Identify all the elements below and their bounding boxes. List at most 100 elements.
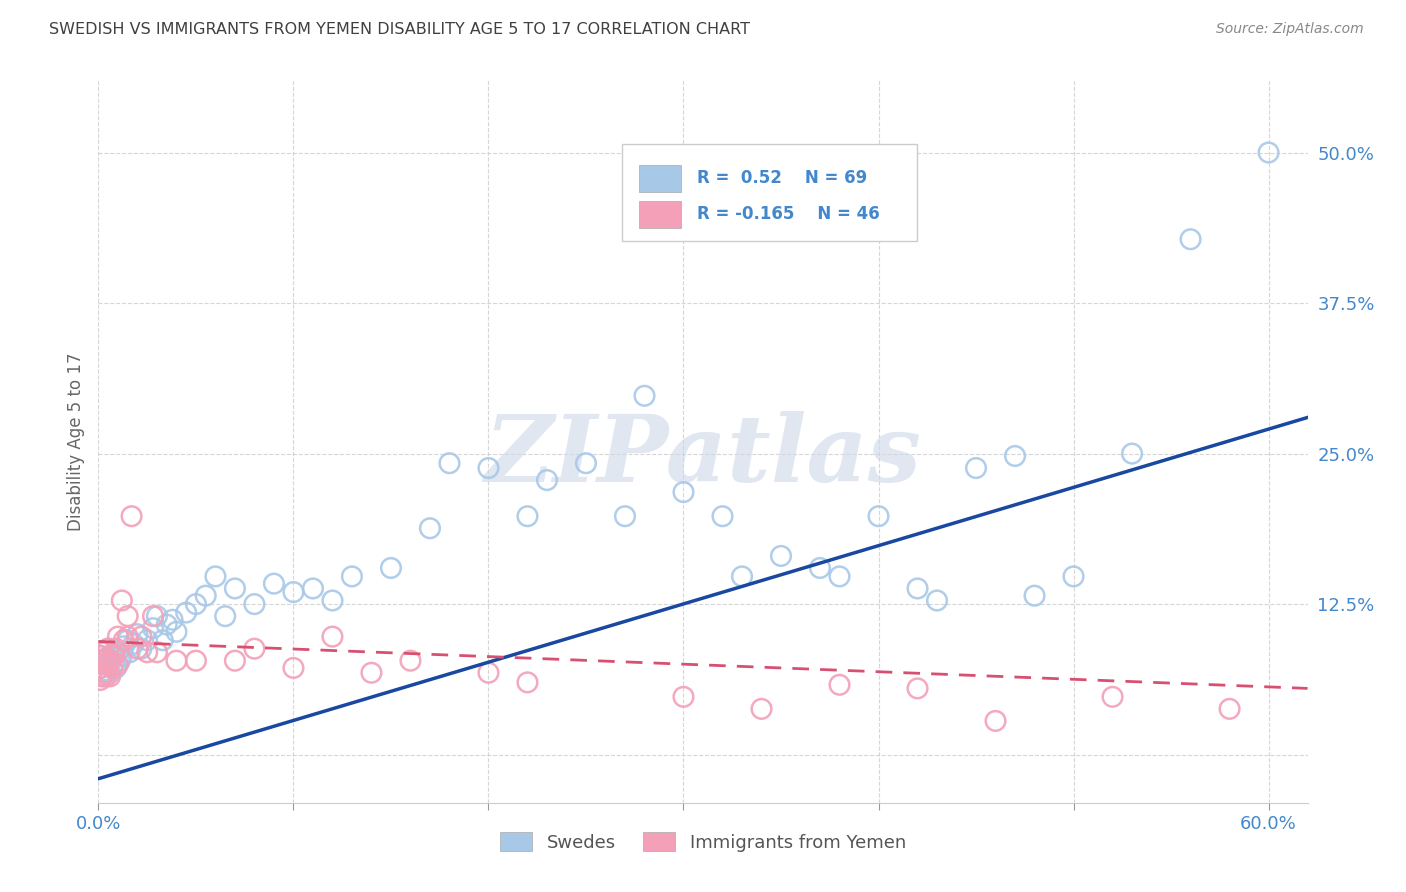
Point <box>96 651 118 665</box>
Point <box>751 702 773 716</box>
Point <box>672 690 695 704</box>
Point <box>399 654 422 668</box>
Point <box>112 639 135 653</box>
Point <box>152 633 174 648</box>
Point <box>243 641 266 656</box>
Point <box>136 645 159 659</box>
Point <box>633 389 655 403</box>
Point <box>984 714 1007 728</box>
Point <box>321 593 343 607</box>
Point <box>131 641 153 656</box>
Point <box>194 589 217 603</box>
Point <box>1257 145 1279 160</box>
Point <box>516 675 538 690</box>
Point <box>91 645 114 659</box>
Point <box>89 661 111 675</box>
Point <box>104 641 127 656</box>
Point <box>111 648 134 663</box>
Point <box>828 569 851 583</box>
Point <box>121 509 143 524</box>
Point <box>103 657 125 672</box>
Point <box>89 661 111 675</box>
Point <box>93 645 115 659</box>
Point <box>156 617 179 632</box>
Point <box>142 609 165 624</box>
Point <box>93 665 115 680</box>
Point <box>98 654 121 668</box>
Point <box>89 673 111 687</box>
Bar <box>638 201 682 228</box>
Point <box>672 485 695 500</box>
Point <box>516 509 538 524</box>
Point <box>302 582 325 596</box>
Point <box>91 654 114 668</box>
Point <box>1024 589 1046 603</box>
Point <box>808 561 831 575</box>
Point <box>340 569 363 583</box>
Text: Source: ZipAtlas.com: Source: ZipAtlas.com <box>1216 22 1364 37</box>
Point <box>93 664 115 678</box>
Point <box>224 654 246 668</box>
Point <box>103 648 125 663</box>
Point <box>107 657 129 672</box>
Point <box>1101 690 1123 704</box>
Point <box>91 669 114 683</box>
Point <box>89 648 111 663</box>
Point <box>477 461 499 475</box>
Point <box>91 657 114 672</box>
Point <box>243 597 266 611</box>
Legend: Swedes, Immigrants from Yemen: Swedes, Immigrants from Yemen <box>492 825 914 859</box>
Point <box>907 582 929 596</box>
Point <box>419 521 441 535</box>
Point <box>118 645 141 659</box>
Point <box>321 630 343 644</box>
Point <box>925 593 948 607</box>
Point <box>97 641 120 656</box>
Y-axis label: Disability Age 5 to 17: Disability Age 5 to 17 <box>66 352 84 531</box>
Point <box>283 585 305 599</box>
Point <box>536 473 558 487</box>
Bar <box>638 165 682 193</box>
Point <box>263 576 285 591</box>
Point <box>108 654 131 668</box>
Point <box>380 561 402 575</box>
Point <box>93 657 115 672</box>
Point <box>117 609 139 624</box>
Point <box>174 606 197 620</box>
Point <box>96 665 118 680</box>
Point <box>104 661 127 675</box>
Point <box>360 665 382 680</box>
Point <box>131 630 153 644</box>
Point <box>142 621 165 635</box>
Point <box>1004 449 1026 463</box>
Point <box>184 654 207 668</box>
Point <box>1063 569 1085 583</box>
Point <box>112 633 135 648</box>
Point <box>1219 702 1241 716</box>
Point <box>146 609 169 624</box>
Point <box>224 582 246 596</box>
Point <box>97 657 120 672</box>
Point <box>98 669 121 683</box>
Point <box>769 549 792 563</box>
Point <box>868 509 890 524</box>
Point <box>101 661 124 675</box>
Point <box>1180 232 1202 246</box>
Point <box>136 633 159 648</box>
Point <box>97 657 120 672</box>
Point <box>1121 446 1143 460</box>
Point <box>184 597 207 611</box>
Point <box>98 654 121 668</box>
Point <box>91 669 114 683</box>
Point <box>477 665 499 680</box>
Point <box>204 569 226 583</box>
Point <box>165 654 187 668</box>
Text: ZIPatlas: ZIPatlas <box>485 411 921 501</box>
Point <box>965 461 987 475</box>
Point <box>439 456 461 470</box>
Point <box>614 509 637 524</box>
Point <box>97 641 120 656</box>
Point <box>89 648 111 663</box>
Point <box>575 456 598 470</box>
Point <box>107 645 129 659</box>
